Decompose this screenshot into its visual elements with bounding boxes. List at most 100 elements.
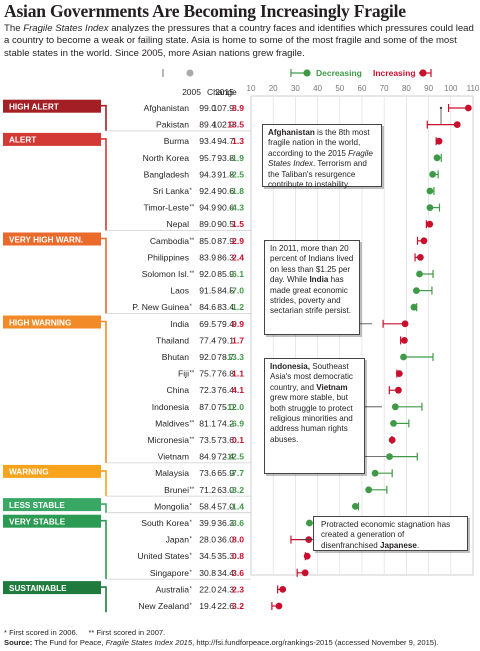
marker-2015-new-zealand [275, 602, 283, 610]
marker-2015-solomon-isl- [416, 270, 423, 278]
value-change-afghanistan: 8.9 [232, 103, 244, 113]
country-mark-timor-leste: ** [190, 205, 195, 211]
category-label-2: VERY HIGH WARN. [9, 235, 83, 244]
annotation-afghanistan-text-b: . Terrorism and the Taliban's resurgence… [268, 159, 367, 190]
col-2015-marker [186, 69, 194, 77]
value-change-micronesia: 0.1 [232, 435, 244, 445]
country-mark-fiji: ** [190, 371, 195, 377]
value-change-china: 4.1 [232, 385, 244, 395]
value-2015-pakistan: 102.9 [212, 120, 234, 130]
country-name-bhutan: Bhutan [162, 352, 189, 362]
value-change-thailand: 1.7 [232, 335, 244, 345]
value-change-nepal: 1.5 [232, 219, 244, 229]
marker-2015-pakistan [453, 121, 461, 128]
category-label-0: HIGH ALERT [9, 103, 59, 112]
legend-decreasing-dot [303, 69, 311, 77]
marker-2015-philippines [416, 254, 424, 261]
annotation-afghanistan-italic: Fragile States Index [268, 148, 373, 169]
country-mark-singapore: * [190, 570, 193, 576]
category-label-6: VERY STABLE [9, 518, 66, 527]
x-tick-label-30: 30 [291, 84, 300, 93]
country-name-japan: Japan [166, 535, 190, 545]
annotation-afghanistan-text-a: is the 8th most fragile nation in the wo… [268, 128, 370, 158]
marker-2015-brunei [365, 486, 373, 494]
footnotes: * First scored in 2006. ** First scored … [4, 628, 439, 648]
country-mark-mongolia: * [190, 503, 193, 509]
marker-2015-south-korea [305, 519, 313, 527]
col-header-change: Change [207, 87, 237, 97]
marker-2015-mongolia [351, 503, 359, 510]
country-name-timor-leste: Timor-Leste [143, 203, 189, 213]
marker-2015-malaysia [371, 469, 379, 477]
annotation-indonesia-text-a: Southeast Asia's most democratic country… [270, 362, 353, 392]
value-2015-mongolia: 57.0 [217, 501, 234, 511]
x-tick-label-50: 50 [335, 84, 344, 93]
value-2015-philippines: 86.3 [217, 252, 234, 262]
value-2015-fiji: 76.8 [217, 369, 234, 379]
value-change-timor-leste: -4.3 [229, 203, 244, 213]
category-bar-5 [3, 498, 101, 512]
col-header-2005: 2005 [182, 87, 201, 97]
value-change-new-zealand: 3.2 [232, 601, 244, 611]
category-bar-1 [3, 132, 101, 146]
country-mark-japan: * [190, 537, 193, 543]
category-bracket-4 [101, 470, 107, 497]
x-tick-label-20: 20 [269, 84, 278, 93]
value-change-cambodia: 2.9 [232, 236, 244, 246]
chart-title: Asian Governments Are Becoming Increasin… [4, 1, 406, 21]
value-2015-timor-leste: 90.6 [217, 203, 234, 213]
value-2005-vietnam: 84.9 [199, 452, 216, 462]
value-2015-bhutan: 78.7 [217, 352, 234, 362]
country-mark-p-new-guinea: * [190, 304, 193, 310]
country-name-malaysia: Malaysia [155, 468, 189, 478]
country-mark-maldives: ** [190, 420, 195, 426]
marker-2015-maldives [390, 420, 397, 427]
category-bracket-3 [101, 320, 107, 463]
x-tick-label-10: 10 [247, 84, 256, 93]
category-label-4: WARNING [9, 468, 49, 477]
annotation-india-bold: India [309, 275, 329, 285]
value-2015-india: 79.4 [217, 319, 234, 329]
value-2015-burma: 94.7 [217, 136, 234, 146]
annotation-indonesia-vietnam: Indonesia, Southeast Asia's most democra… [264, 358, 365, 474]
category-bracket-0 [101, 104, 107, 131]
value-change-india: 9.9 [232, 319, 244, 329]
value-2015-new-zealand: 22.6 [217, 601, 234, 611]
category-label-5: LESS STABLE [9, 501, 65, 510]
marker-2015-united-states [303, 552, 311, 560]
marker-2015-india [401, 320, 409, 328]
value-2005-thailand: 77.4 [199, 335, 216, 345]
annotation-indonesia-text-b: grew more stable, but both struggle to p… [270, 393, 353, 444]
value-2005-new-zealand: 19.4 [199, 601, 216, 611]
category-bar-7 [3, 581, 101, 595]
marker-2015-vietnam [386, 453, 393, 460]
country-name-mongolia: Mongolia [154, 501, 189, 511]
value-2015-nepal: 90.5 [217, 219, 234, 229]
source-italic: Fragile States Index 2015 [105, 638, 193, 647]
country-mark-brunei: ** [190, 487, 195, 493]
country-name-p-new-guinea: P. New Guinea [132, 302, 189, 312]
source-text-b: , http://fsi.fundforpeace.org/rankings-2… [192, 638, 439, 647]
value-2005-nepal: 89.0 [199, 219, 216, 229]
legend-decreasing-label: Decreasing [316, 68, 362, 78]
value-2015-japan: 36.0 [217, 535, 234, 545]
value-2015-brunei: 63.0 [217, 485, 234, 495]
category-bar-2 [3, 232, 101, 246]
footnote-marks: * First scored in 2006. ** First scored … [4, 628, 439, 638]
annotation-india: In 2011, more than 20 percent of Indians… [264, 240, 360, 335]
value-2005-burma: 93.4 [199, 136, 216, 146]
value-2005-laos: 91.5 [199, 286, 216, 296]
x-tick-label-100: 100 [444, 84, 458, 93]
value-2015-micronesia: 73.6 [217, 435, 234, 445]
category-label-7: SUSTAINABLE [9, 584, 67, 593]
value-2005-bangladesh: 94.3 [199, 169, 216, 179]
footnote-2006: * First scored in 2006. [4, 628, 78, 637]
footnote-2007: ** First scored in 2007. [88, 628, 166, 637]
country-name-china: China [167, 385, 190, 395]
value-change-south-korea: -3.6 [229, 518, 244, 528]
intro-text: The Fragile States Index analyzes the pr… [4, 23, 476, 60]
country-name-australia: Australia [156, 584, 190, 594]
country-name-brunei: Brunei [164, 485, 189, 495]
value-change-fiji: 1.1 [232, 369, 244, 379]
